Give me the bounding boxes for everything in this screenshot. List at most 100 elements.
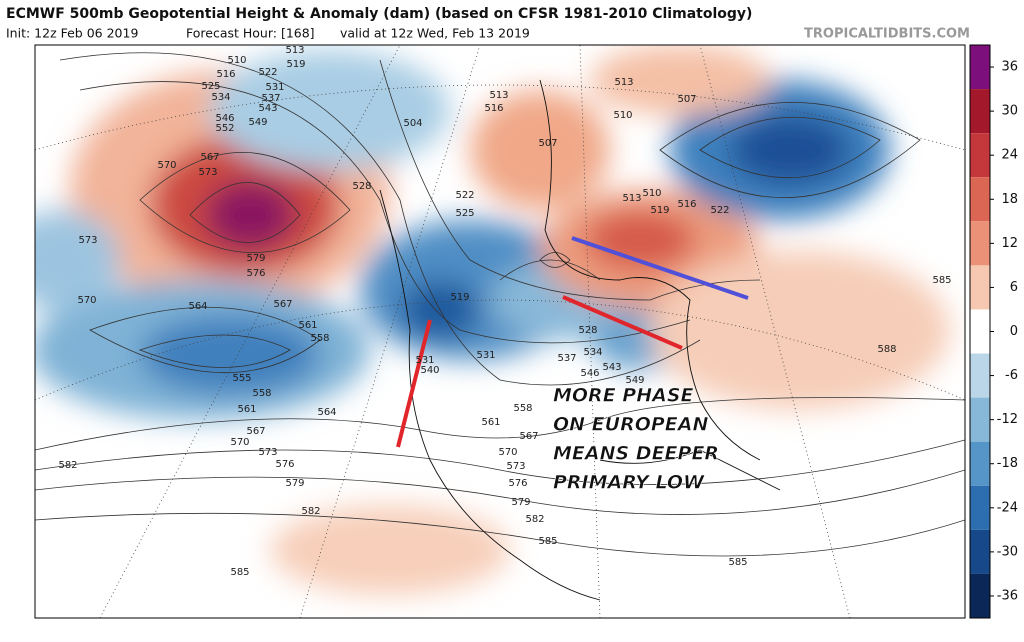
valid-time: valid at 12z Wed, Feb 13 2019 xyxy=(340,26,530,41)
contour-label: 582 xyxy=(525,514,544,525)
colorbar-label: -30 xyxy=(997,544,1018,559)
contour-label: 579 xyxy=(246,253,265,264)
colorbar-label: 36 xyxy=(1001,60,1018,75)
contour-label: 525 xyxy=(201,81,220,92)
contour-label: 588 xyxy=(877,344,896,355)
colorbar-swatch xyxy=(970,353,990,398)
title: ECMWF 500mb Geopotential Height & Anomal… xyxy=(6,6,752,22)
colorbar-swatch xyxy=(970,177,990,222)
contour-label: 552 xyxy=(215,123,234,134)
contour-label: 516 xyxy=(484,103,503,114)
contour-label: 507 xyxy=(538,138,557,149)
annotation-line: MORE PHASE xyxy=(553,385,693,407)
contour-label: 561 xyxy=(481,417,500,428)
contour-label: 543 xyxy=(602,362,621,373)
colorbar-swatch xyxy=(970,397,990,442)
colorbar-swatch xyxy=(970,89,990,134)
contour-label: 564 xyxy=(317,407,336,418)
contour-label: 519 xyxy=(650,205,669,216)
colorbar-label: 12 xyxy=(1001,236,1018,251)
colorbar-frame xyxy=(969,44,991,619)
colorbar-label: -18 xyxy=(997,456,1018,471)
contour-label: 516 xyxy=(677,199,696,210)
colorbar-label: 24 xyxy=(1001,148,1018,163)
colorbar-swatch xyxy=(970,441,990,486)
contour-label: 531 xyxy=(265,82,284,93)
contour-label: 564 xyxy=(188,301,207,312)
contour-label: 561 xyxy=(237,404,256,415)
contour-label: 534 xyxy=(211,92,230,103)
coastlines xyxy=(379,79,781,601)
contour-label: 585 xyxy=(728,557,747,568)
colorbar-swatch xyxy=(970,309,990,354)
contour-label: 573 xyxy=(506,461,525,472)
contour-label: 576 xyxy=(508,478,527,489)
contour-label: 579 xyxy=(285,478,304,489)
contour-label: 570 xyxy=(157,160,176,171)
contour-label: 567 xyxy=(273,299,292,310)
contour-label: 579 xyxy=(511,497,530,508)
colorbar-label: -36 xyxy=(997,588,1018,603)
contour-label: 561 xyxy=(298,320,317,331)
colorbar-label: -24 xyxy=(997,500,1018,515)
contours xyxy=(35,52,965,557)
annotation-line: MEANS DEEPER xyxy=(553,443,719,465)
contour-label: 558 xyxy=(252,388,271,399)
annotation-lines xyxy=(396,236,749,448)
contour-label: 522 xyxy=(258,67,277,78)
contour-label: 519 xyxy=(286,59,305,70)
contour-label: 558 xyxy=(513,403,532,414)
contour-label: 573 xyxy=(78,235,97,246)
contour-label: 525 xyxy=(455,208,474,219)
contour-label: 513 xyxy=(489,90,508,101)
contour-label: 534 xyxy=(583,347,602,358)
contour-label: 570 xyxy=(77,295,96,306)
contour-label: 585 xyxy=(538,536,557,547)
colorbar-swatch xyxy=(970,45,990,90)
source: TROPICALTIDBITS.COM xyxy=(804,27,970,42)
contour-label: 537 xyxy=(261,93,280,104)
contour-label: 540 xyxy=(420,365,439,376)
colorbar: 36 30 24 18 12 6 0 -6 -12 -18 -24 -30 -36 xyxy=(969,44,1018,619)
contour-label: 582 xyxy=(301,506,320,517)
contour-label: 585 xyxy=(932,275,951,286)
contour-label: 573 xyxy=(198,167,217,178)
contour-label: 546 xyxy=(580,368,599,379)
contour-label: 555 xyxy=(232,373,251,384)
colorbar-label: 6 xyxy=(1010,280,1018,295)
colorbar-swatch xyxy=(970,265,990,310)
contour-label: 519 xyxy=(450,292,469,303)
contour-label: 510 xyxy=(227,55,246,66)
contour-label: 528 xyxy=(578,325,597,336)
colorbar-label: 0 xyxy=(1010,324,1018,339)
init-time: Init: 12z Feb 06 2019 xyxy=(6,26,138,41)
contour-label: 513 xyxy=(285,45,304,56)
colorbar-label: 18 xyxy=(1001,192,1018,207)
contour-label: 573 xyxy=(258,447,277,458)
contour-label: 528 xyxy=(352,181,371,192)
contour-label: 513 xyxy=(622,193,641,204)
contour-label: 582 xyxy=(58,460,77,471)
contour-label: 549 xyxy=(625,375,644,386)
colorbar-swatch xyxy=(970,133,990,178)
contour-label: 522 xyxy=(710,205,729,216)
contour-label: 567 xyxy=(519,431,538,442)
contour-label: 510 xyxy=(613,110,632,121)
annotation-line: ON EUROPEAN xyxy=(553,414,708,436)
contour-label: 543 xyxy=(258,103,277,114)
contour-label: 567 xyxy=(246,426,265,437)
graticule xyxy=(35,45,965,618)
contour-label: 570 xyxy=(230,437,249,448)
colorbar-label: -6 xyxy=(1005,368,1018,383)
contour-label: 585 xyxy=(230,567,249,578)
contour-label: 531 xyxy=(476,350,495,361)
contour-label: 558 xyxy=(310,333,329,344)
contour-label: 504 xyxy=(403,118,422,129)
colorbar-label: 30 xyxy=(1001,104,1018,119)
contour-label: 576 xyxy=(275,459,294,470)
contour-label: 513 xyxy=(614,77,633,88)
contour-label: 570 xyxy=(498,447,517,458)
